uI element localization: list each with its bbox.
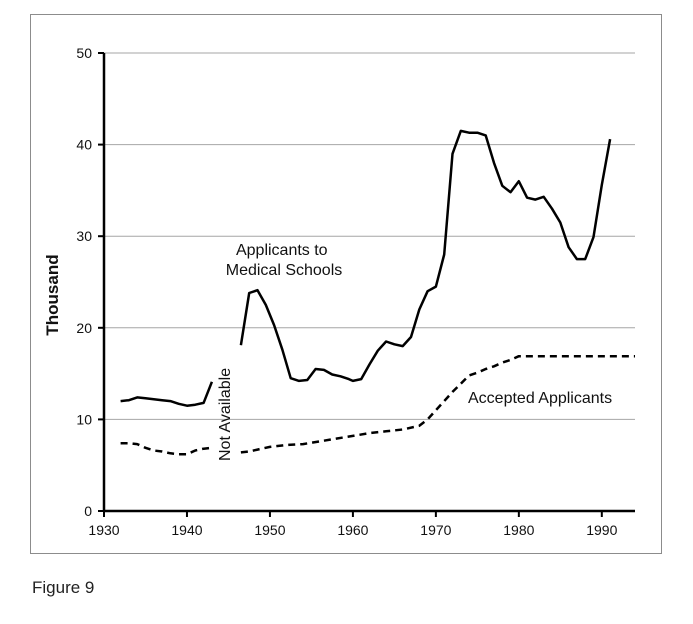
y-tick-label-10: 10 bbox=[76, 411, 92, 427]
y-tick-label-20: 20 bbox=[76, 320, 92, 336]
y-tick-label-50: 50 bbox=[76, 45, 92, 61]
annotation-applicants: Applicants to Medical Schools bbox=[226, 242, 343, 279]
x-tick-label-1990: 1990 bbox=[586, 522, 617, 538]
figure-caption: Figure 9 bbox=[32, 578, 95, 597]
annotation-accepted: Accepted Applicants bbox=[468, 390, 612, 407]
gridlines bbox=[104, 52, 635, 420]
series-accepted-applicants-segment-2 bbox=[240, 354, 635, 454]
x-tick-label-1940: 1940 bbox=[171, 522, 202, 538]
annotation-applicants-line-2: Medical Schools bbox=[226, 262, 343, 279]
axes bbox=[102, 53, 635, 513]
x-tick-label-1950: 1950 bbox=[254, 522, 285, 538]
y-tick-label-40: 40 bbox=[76, 137, 92, 153]
annotation-not-available: Not Available bbox=[217, 368, 234, 461]
series-applicants-segment-1 bbox=[120, 381, 214, 407]
chart-frame: 0 10 20 30 40 50 1930 1940 1950 1960 1970 1980 1990 … bbox=[30, 14, 662, 554]
x-tick-label-1970: 1970 bbox=[420, 522, 451, 538]
series-accepted-applicants-segment-1 bbox=[120, 441, 213, 456]
series-lines bbox=[120, 129, 635, 456]
x-tick-label-1980: 1980 bbox=[503, 522, 534, 538]
x-tick-label-1930: 1930 bbox=[88, 522, 119, 538]
annotation-applicants-line-1: Applicants to bbox=[236, 242, 328, 259]
y-axis-label: Thousand bbox=[43, 254, 62, 335]
y-tick-label-30: 30 bbox=[76, 228, 92, 244]
x-tick-label-1960: 1960 bbox=[337, 522, 368, 538]
y-tick-label-0: 0 bbox=[84, 503, 92, 519]
series-applicants-segment-2 bbox=[239, 129, 612, 383]
tick-labels: 0 10 20 30 40 50 1930 1940 1950 1960 1970 1980 1990 bbox=[76, 45, 617, 538]
